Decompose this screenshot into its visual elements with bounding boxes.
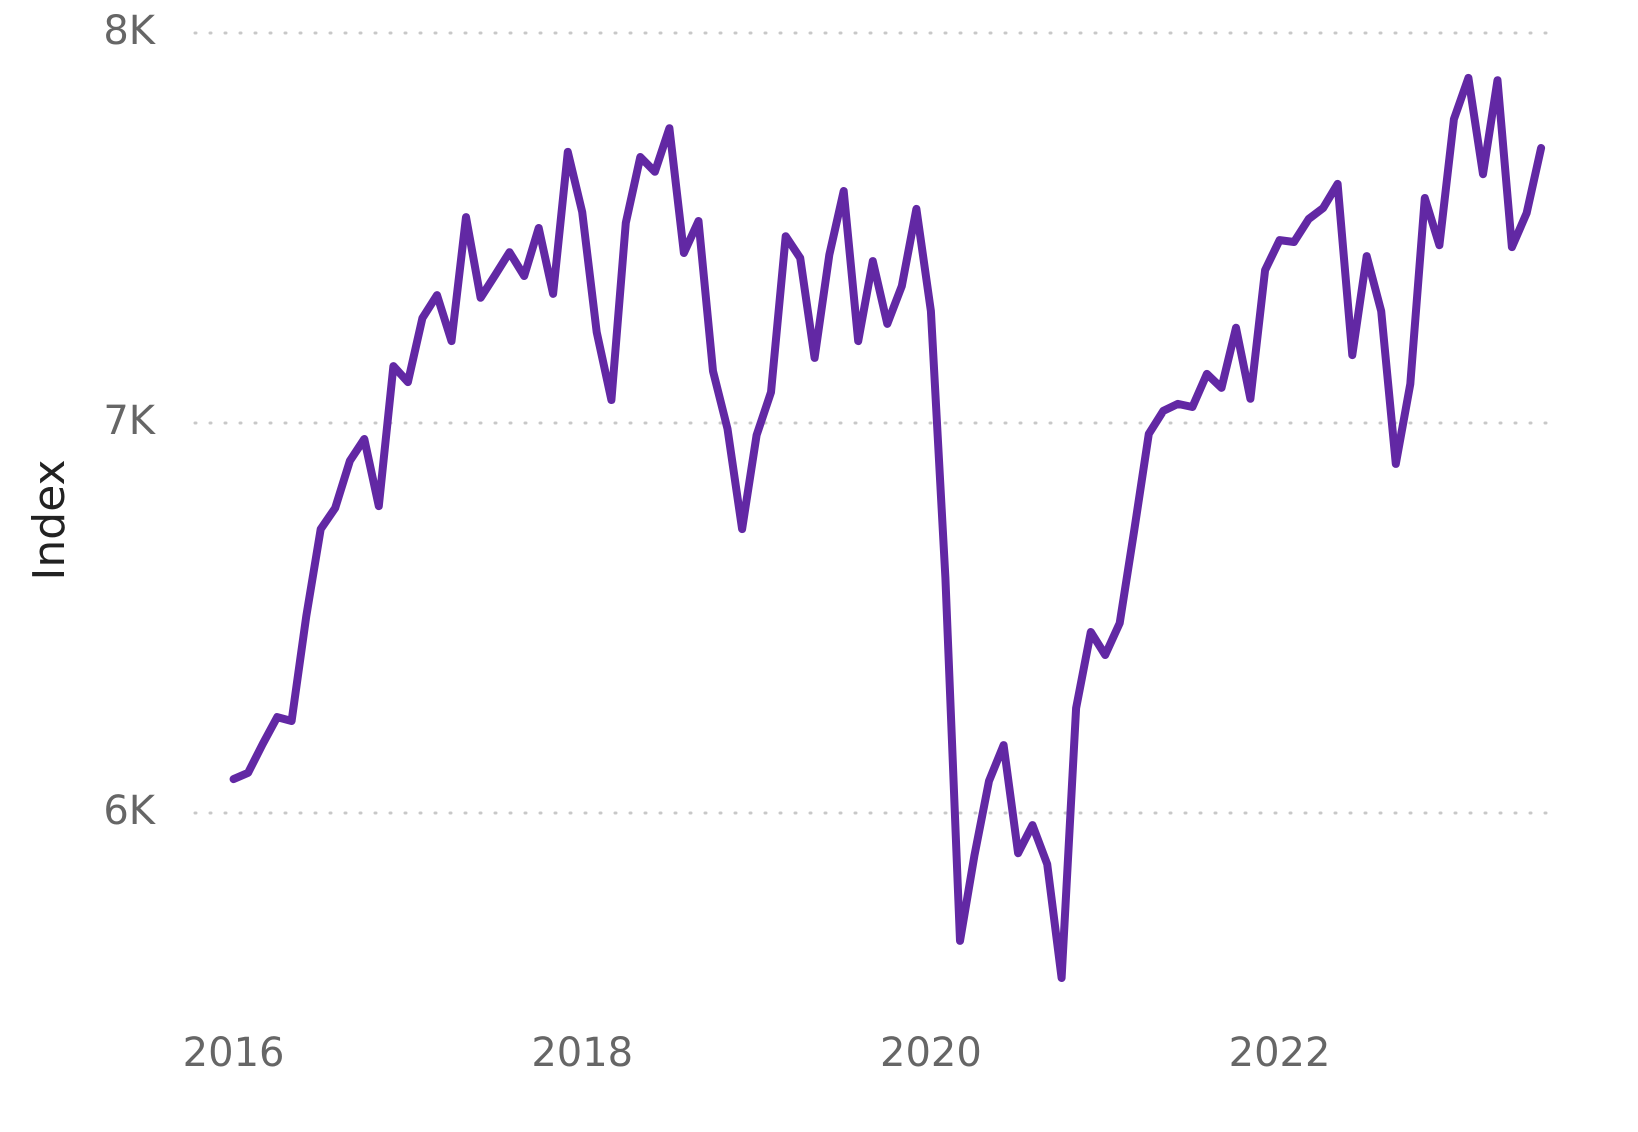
- x-tick-label: 2016: [183, 1030, 285, 1076]
- y-axis-title: Index: [24, 459, 75, 580]
- y-tick-label: 6K: [103, 788, 156, 834]
- y-tick-label: 7K: [103, 398, 156, 444]
- y-tick-label: 8K: [103, 8, 156, 54]
- x-tick-label: 2022: [1229, 1030, 1331, 1076]
- x-tick-label: 2020: [880, 1030, 982, 1076]
- data-line: [229, 73, 1546, 982]
- x-tick-label: 2018: [531, 1030, 633, 1076]
